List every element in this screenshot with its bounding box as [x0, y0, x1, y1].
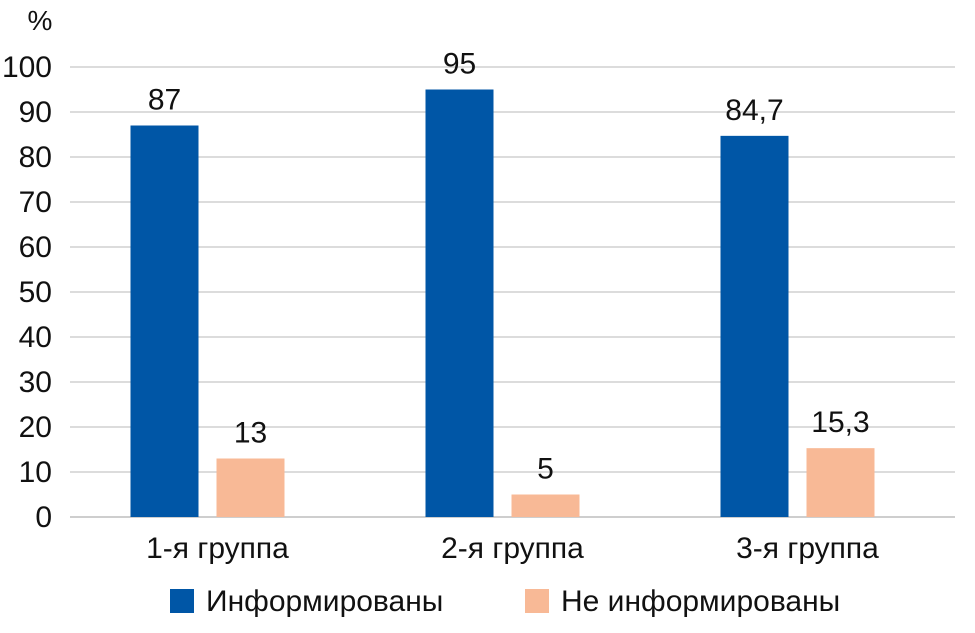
- y-tick-label: 60: [19, 231, 52, 264]
- legend-label: Не информированы: [561, 585, 840, 618]
- y-axis-ticks: 0 10 20 30 40 50 60 70 80 90 100: [2, 51, 52, 534]
- data-label: 13: [234, 417, 267, 450]
- y-tick-label: 30: [19, 366, 52, 399]
- y-axis-unit-label: %: [28, 5, 53, 36]
- y-tick-label: 90: [19, 96, 52, 129]
- legend-label: Информированы: [206, 585, 443, 618]
- data-label: 15,3: [811, 406, 869, 439]
- legend-swatch: [525, 589, 549, 613]
- bar-not-informed-2: [511, 494, 580, 517]
- data-label: 95: [443, 48, 476, 81]
- bar-informed-1: [130, 125, 199, 517]
- bar-informed-3: [720, 135, 789, 517]
- bars: [130, 89, 875, 517]
- y-tick-label: 0: [35, 501, 52, 534]
- data-label: 5: [537, 453, 554, 486]
- x-category-label: 2-я группа: [441, 532, 584, 565]
- x-category-label: 1-я группа: [146, 532, 289, 565]
- bar-not-informed-1: [216, 458, 285, 517]
- y-tick-label: 80: [19, 141, 52, 174]
- y-tick-label: 40: [19, 321, 52, 354]
- y-tick-label: 50: [19, 276, 52, 309]
- y-tick-label: 10: [19, 456, 52, 489]
- data-labels: 87 13 95 5 84,7 15,3: [148, 48, 870, 486]
- bar-informed-2: [425, 89, 494, 517]
- bar-not-informed-3: [806, 448, 875, 517]
- y-tick-label: 100: [2, 51, 52, 84]
- data-label: 87: [148, 84, 181, 117]
- data-label: 84,7: [725, 94, 783, 127]
- x-axis-categories: 1-я группа 2-я группа 3-я группа: [146, 532, 879, 565]
- x-category-label: 3-я группа: [736, 532, 879, 565]
- y-tick-label: 70: [19, 186, 52, 219]
- legend-swatch: [170, 589, 194, 613]
- legend: Информированы Не информированы: [170, 585, 840, 618]
- y-tick-label: 20: [19, 411, 52, 444]
